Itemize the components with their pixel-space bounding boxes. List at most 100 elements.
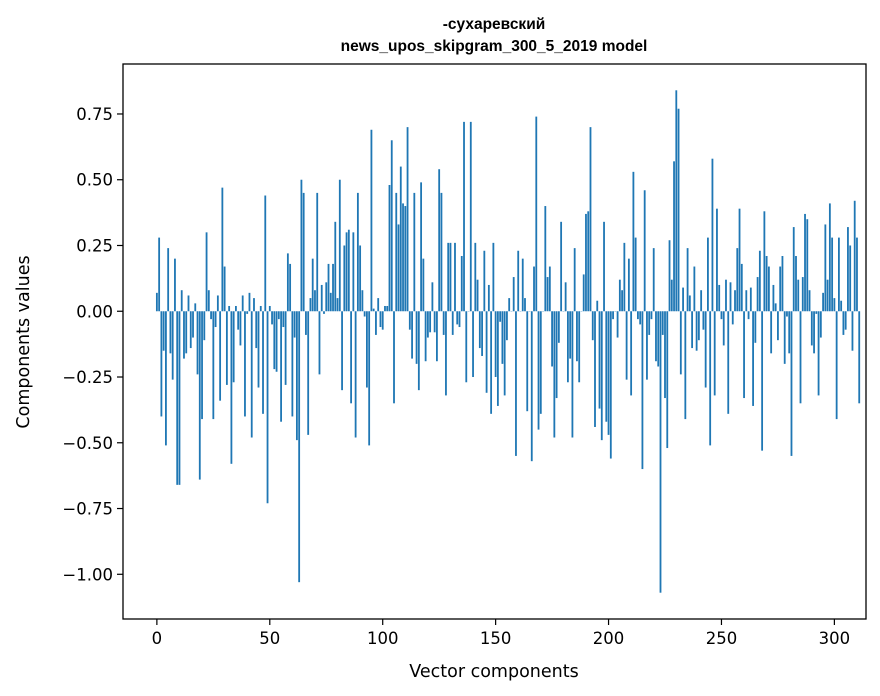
- bar-129: [447, 242, 450, 312]
- bar-300: [833, 298, 836, 312]
- bar-114: [413, 192, 416, 312]
- bar-292: [815, 311, 818, 314]
- bar-273: [772, 284, 775, 312]
- bar-50: [268, 305, 271, 312]
- bar-293: [817, 311, 820, 396]
- bar-2: [160, 311, 163, 417]
- bar-28: [219, 311, 222, 401]
- bar-153: [501, 311, 504, 364]
- bar-266: [756, 277, 759, 312]
- bar-110: [404, 206, 407, 312]
- bar-192: [589, 127, 592, 312]
- bar-179: [560, 221, 563, 312]
- bar-262: [747, 311, 750, 320]
- bar-78: [332, 263, 334, 312]
- bar-63: [298, 311, 301, 583]
- bar-30: [223, 266, 226, 312]
- bar-229: [673, 161, 675, 312]
- bar-43: [253, 298, 255, 312]
- bar-213: [637, 311, 639, 320]
- bar-149: [492, 242, 495, 312]
- bar-308: [851, 311, 854, 351]
- bar-11: [180, 290, 183, 312]
- bar-198: [603, 221, 605, 312]
- bar-311: [858, 311, 861, 404]
- bar-245: [709, 311, 712, 446]
- bar-117: [420, 182, 423, 312]
- bar-173: [546, 277, 549, 312]
- bar-118: [422, 258, 425, 312]
- bar-119: [424, 311, 427, 362]
- bar-178: [557, 311, 560, 343]
- bar-93: [366, 311, 368, 388]
- bar-234: [684, 311, 687, 420]
- bar-241: [700, 290, 703, 312]
- bar-240: [697, 311, 700, 341]
- bar-265: [754, 311, 757, 343]
- bar-242: [702, 311, 705, 330]
- bar-57: [284, 311, 287, 385]
- bar-115: [415, 311, 418, 364]
- bar-261: [745, 290, 748, 312]
- bar-17: [194, 303, 197, 312]
- bar-206: [621, 290, 623, 312]
- bar-122: [431, 282, 434, 312]
- bar-299: [831, 237, 834, 312]
- bar-190: [585, 213, 587, 312]
- bar-237: [691, 311, 694, 349]
- bar-305: [844, 311, 847, 330]
- bar-60: [291, 311, 294, 417]
- bar-202: [612, 311, 614, 320]
- bar-102: [386, 305, 389, 312]
- bar-172: [544, 206, 547, 312]
- bar-197: [600, 311, 603, 441]
- bar-250: [720, 311, 723, 320]
- bar-4: [165, 311, 167, 446]
- bar-281: [790, 311, 793, 456]
- bar-246: [711, 158, 714, 312]
- bar-22: [205, 232, 208, 312]
- bar-136: [463, 121, 465, 312]
- bar-296: [824, 224, 827, 312]
- bar-239: [695, 311, 698, 351]
- x-tick-label: 150: [480, 629, 512, 648]
- x-tick-label: 250: [706, 629, 738, 648]
- bar-280: [788, 311, 791, 354]
- bar-79: [334, 221, 337, 312]
- bar-42: [250, 311, 253, 438]
- bar-230: [675, 90, 678, 312]
- bar-167: [533, 266, 535, 312]
- bar-189: [582, 274, 585, 312]
- bar-169: [537, 311, 540, 430]
- bar-126: [440, 192, 443, 312]
- bar-270: [765, 256, 768, 312]
- bar-90: [359, 245, 362, 312]
- bar-25: [212, 311, 215, 420]
- bar-279: [786, 311, 788, 317]
- bar-37: [239, 311, 242, 346]
- bar-61: [293, 311, 296, 338]
- bar-96: [372, 308, 375, 312]
- bar-140: [472, 311, 474, 378]
- bar-286: [801, 277, 804, 312]
- bar-309: [853, 200, 856, 312]
- bar-69: [311, 258, 314, 312]
- bar-52: [273, 311, 276, 370]
- bar-53: [275, 311, 278, 372]
- bar-224: [661, 311, 664, 335]
- bar-31: [225, 311, 228, 385]
- bar-82: [341, 311, 343, 391]
- bar-16: [192, 311, 194, 338]
- bar-195: [596, 300, 599, 312]
- bar-251: [722, 311, 725, 346]
- bar-121: [429, 311, 432, 333]
- x-axis: 0 50 100 150 200 250 300: [152, 619, 850, 648]
- bar-150: [494, 311, 497, 378]
- bar-0: [155, 292, 158, 312]
- bar-109: [402, 203, 404, 312]
- bar-177: [555, 311, 558, 399]
- bar-75: [325, 282, 328, 312]
- bar-204: [616, 311, 619, 338]
- bar-62: [295, 311, 298, 441]
- bar-120: [426, 311, 429, 338]
